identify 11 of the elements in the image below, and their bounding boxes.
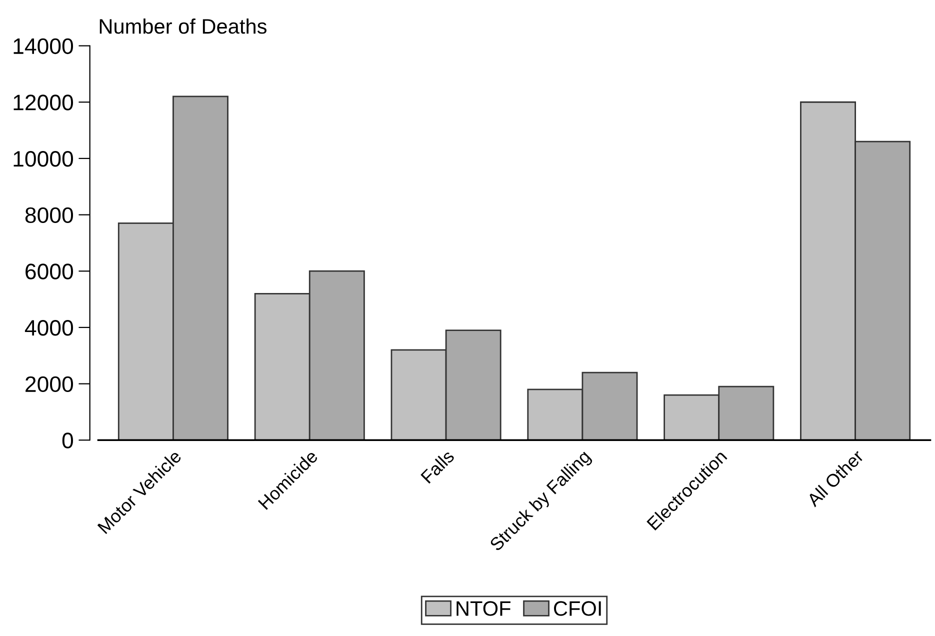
y-tick-label: 10000 [14, 150, 74, 167]
y-tick-label: 8000 [25, 207, 74, 224]
y-tick-label: 2000 [26, 376, 74, 392]
y-tick-label: 4000 [24, 320, 74, 336]
y-tick-label: 12000 [14, 94, 74, 110]
y-tick-label: 14000 [14, 38, 74, 54]
y-tick-label: 6000 [26, 264, 74, 280]
y-axis-title: Number of Deaths [100, 18, 266, 34]
legend-label: CFOI [554, 601, 601, 616]
legend-label: NTOF [456, 601, 510, 616]
y-tick-label: 0 [62, 432, 73, 448]
